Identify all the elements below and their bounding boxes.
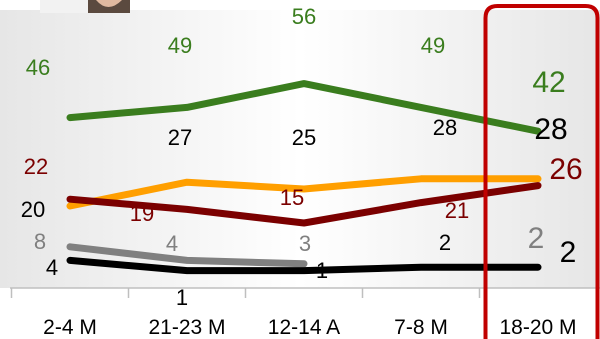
- highlight-box: [483, 4, 600, 339]
- data-label: 1: [316, 258, 328, 283]
- data-label: 2: [528, 222, 545, 255]
- data-label: 22: [24, 154, 48, 179]
- data-label: 8: [34, 229, 46, 254]
- data-label: 4: [166, 231, 178, 256]
- data-label: 21: [445, 198, 469, 223]
- x-tick-label: 18-20 M: [499, 316, 576, 339]
- data-label: 27: [168, 125, 192, 150]
- plot-background: [0, 10, 600, 288]
- data-label: 4: [46, 255, 58, 280]
- data-label: 26: [549, 153, 582, 186]
- x-tick-label: 7-8 M: [394, 316, 448, 339]
- data-label: 25: [292, 125, 316, 150]
- data-label: 2: [560, 236, 577, 269]
- data-label: 56: [292, 4, 316, 29]
- x-tick-label: 21-23 M: [148, 316, 225, 339]
- data-label: 19: [130, 201, 154, 226]
- data-label: 46: [26, 55, 50, 80]
- data-label: 2: [439, 230, 451, 255]
- data-label: 49: [421, 33, 445, 58]
- avatar-photo: [40, 0, 130, 13]
- data-label: 15: [280, 185, 304, 210]
- data-label: 20: [21, 197, 45, 222]
- data-label: 3: [299, 231, 311, 256]
- x-tick-label: 2-4 M: [43, 316, 97, 339]
- data-label: 28: [534, 113, 567, 146]
- data-label: 28: [433, 115, 457, 140]
- data-label: 42: [532, 66, 565, 99]
- data-label: 49: [168, 33, 192, 58]
- data-label: 1: [176, 285, 188, 310]
- x-tick-label: 12-14 A: [268, 316, 340, 339]
